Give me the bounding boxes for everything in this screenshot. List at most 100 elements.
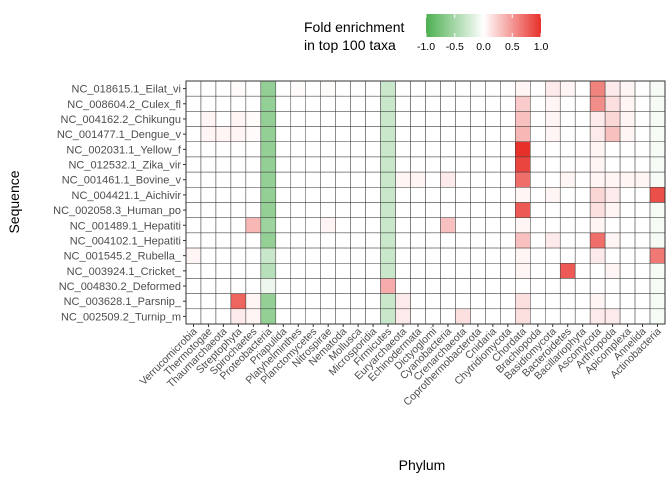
heatmap-cell xyxy=(559,111,576,127)
heatmap-cell xyxy=(245,187,262,203)
heatmap-cell xyxy=(290,308,306,325)
heatmap-cell xyxy=(215,80,232,97)
heatmap-cell xyxy=(530,187,546,203)
heatmap-cell xyxy=(260,156,277,173)
heatmap-cell xyxy=(515,202,531,218)
heatmap-cell xyxy=(545,171,561,188)
heatmap-cell xyxy=(455,263,471,279)
heatmap-cell xyxy=(410,232,426,249)
heatmap-cell xyxy=(410,156,426,173)
heatmap-cell xyxy=(485,293,501,310)
heatmap-cell xyxy=(649,80,666,97)
heatmap-cell xyxy=(230,80,247,97)
y-tick-label: NC_018615.1_Eilat_vi xyxy=(72,84,181,96)
heatmap-cell xyxy=(185,111,202,127)
heatmap-cell xyxy=(425,95,441,112)
heatmap-cell xyxy=(545,232,561,249)
heatmap-cell xyxy=(604,278,621,294)
heatmap-cell xyxy=(305,217,321,234)
legend-colorbar xyxy=(426,14,541,37)
y-axis-title: Sequence xyxy=(6,170,22,233)
heatmap-cell xyxy=(275,293,292,310)
heatmap-cell xyxy=(485,156,501,173)
heatmap-cell xyxy=(604,232,621,249)
heatmap-cell xyxy=(320,278,336,294)
heatmap-cell xyxy=(440,293,456,310)
heatmap-cell xyxy=(290,141,306,158)
heatmap-cell xyxy=(515,263,531,279)
legend-tick-label: -1.0 xyxy=(417,41,435,53)
heatmap-cell xyxy=(604,95,621,112)
heatmap-cell xyxy=(275,111,292,127)
heatmap-cell xyxy=(365,141,381,158)
heatmap-cell xyxy=(649,247,666,264)
heatmap-cell xyxy=(425,80,441,97)
heatmap-cell xyxy=(410,202,426,218)
heatmap-cell xyxy=(470,263,486,279)
heatmap-cell xyxy=(320,202,336,218)
heatmap-cell xyxy=(410,278,426,294)
heatmap-cell xyxy=(380,111,396,127)
heatmap-cell xyxy=(275,141,292,158)
heatmap-cell xyxy=(515,232,531,249)
heatmap-cell xyxy=(589,247,606,264)
heatmap-cell xyxy=(470,202,486,218)
heatmap-cell xyxy=(515,126,531,142)
heatmap-cell xyxy=(230,308,247,325)
heatmap-cell xyxy=(634,80,651,97)
heatmap-cell xyxy=(260,232,277,249)
heatmap-cell xyxy=(260,187,277,203)
heatmap-cell xyxy=(365,202,381,218)
heatmap-cell xyxy=(604,171,621,188)
heatmap-cell xyxy=(470,156,486,173)
heatmap-cell xyxy=(440,126,456,142)
heatmap-cell xyxy=(604,141,621,158)
heatmap-cell xyxy=(485,217,501,234)
heatmap-cell xyxy=(365,156,381,173)
heatmap-cell xyxy=(275,156,292,173)
heatmap-cell xyxy=(380,171,396,188)
heatmap-cell xyxy=(530,111,546,127)
heatmap-cell xyxy=(380,278,396,294)
heatmap-cell xyxy=(350,126,366,142)
heatmap-cell xyxy=(634,126,651,142)
heatmap-cell xyxy=(634,111,651,127)
heatmap-cell xyxy=(559,232,576,249)
heatmap-cell xyxy=(485,126,501,142)
heatmap-cell xyxy=(200,278,217,294)
heatmap-cell xyxy=(365,126,381,142)
heatmap-cell xyxy=(185,126,202,142)
heatmap-cell xyxy=(380,293,396,310)
heatmap-cell xyxy=(200,232,217,249)
heatmap-cell xyxy=(395,141,411,158)
heatmap-cell xyxy=(425,171,441,188)
heatmap-cell xyxy=(545,95,561,112)
heatmap-cell xyxy=(589,126,606,142)
heatmap-cell xyxy=(305,80,321,97)
heatmap-cell xyxy=(350,247,366,264)
heatmap-cell xyxy=(634,308,651,325)
heatmap-cell xyxy=(335,247,351,264)
heatmap-cell xyxy=(335,95,351,112)
heatmap-cell xyxy=(470,293,486,310)
heatmap-cell xyxy=(440,187,456,203)
heatmap-cell xyxy=(455,247,471,264)
heatmap-cell xyxy=(470,95,486,112)
heatmap-cell xyxy=(574,293,591,310)
heatmap-cell xyxy=(380,156,396,173)
heatmap-cell xyxy=(485,111,501,127)
heatmap-cell xyxy=(589,171,606,188)
heatmap-cell xyxy=(335,217,351,234)
heatmap-cell xyxy=(320,187,336,203)
heatmap-cell xyxy=(485,80,501,97)
heatmap-cell xyxy=(634,171,651,188)
heatmap-cell xyxy=(350,187,366,203)
heatmap-cell xyxy=(290,171,306,188)
heatmap-cell xyxy=(290,111,306,127)
heatmap-cell xyxy=(275,95,292,112)
heatmap-cell xyxy=(185,202,202,218)
heatmap-cell xyxy=(500,278,516,294)
heatmap-cell xyxy=(500,171,516,188)
heatmap-cell xyxy=(649,278,666,294)
